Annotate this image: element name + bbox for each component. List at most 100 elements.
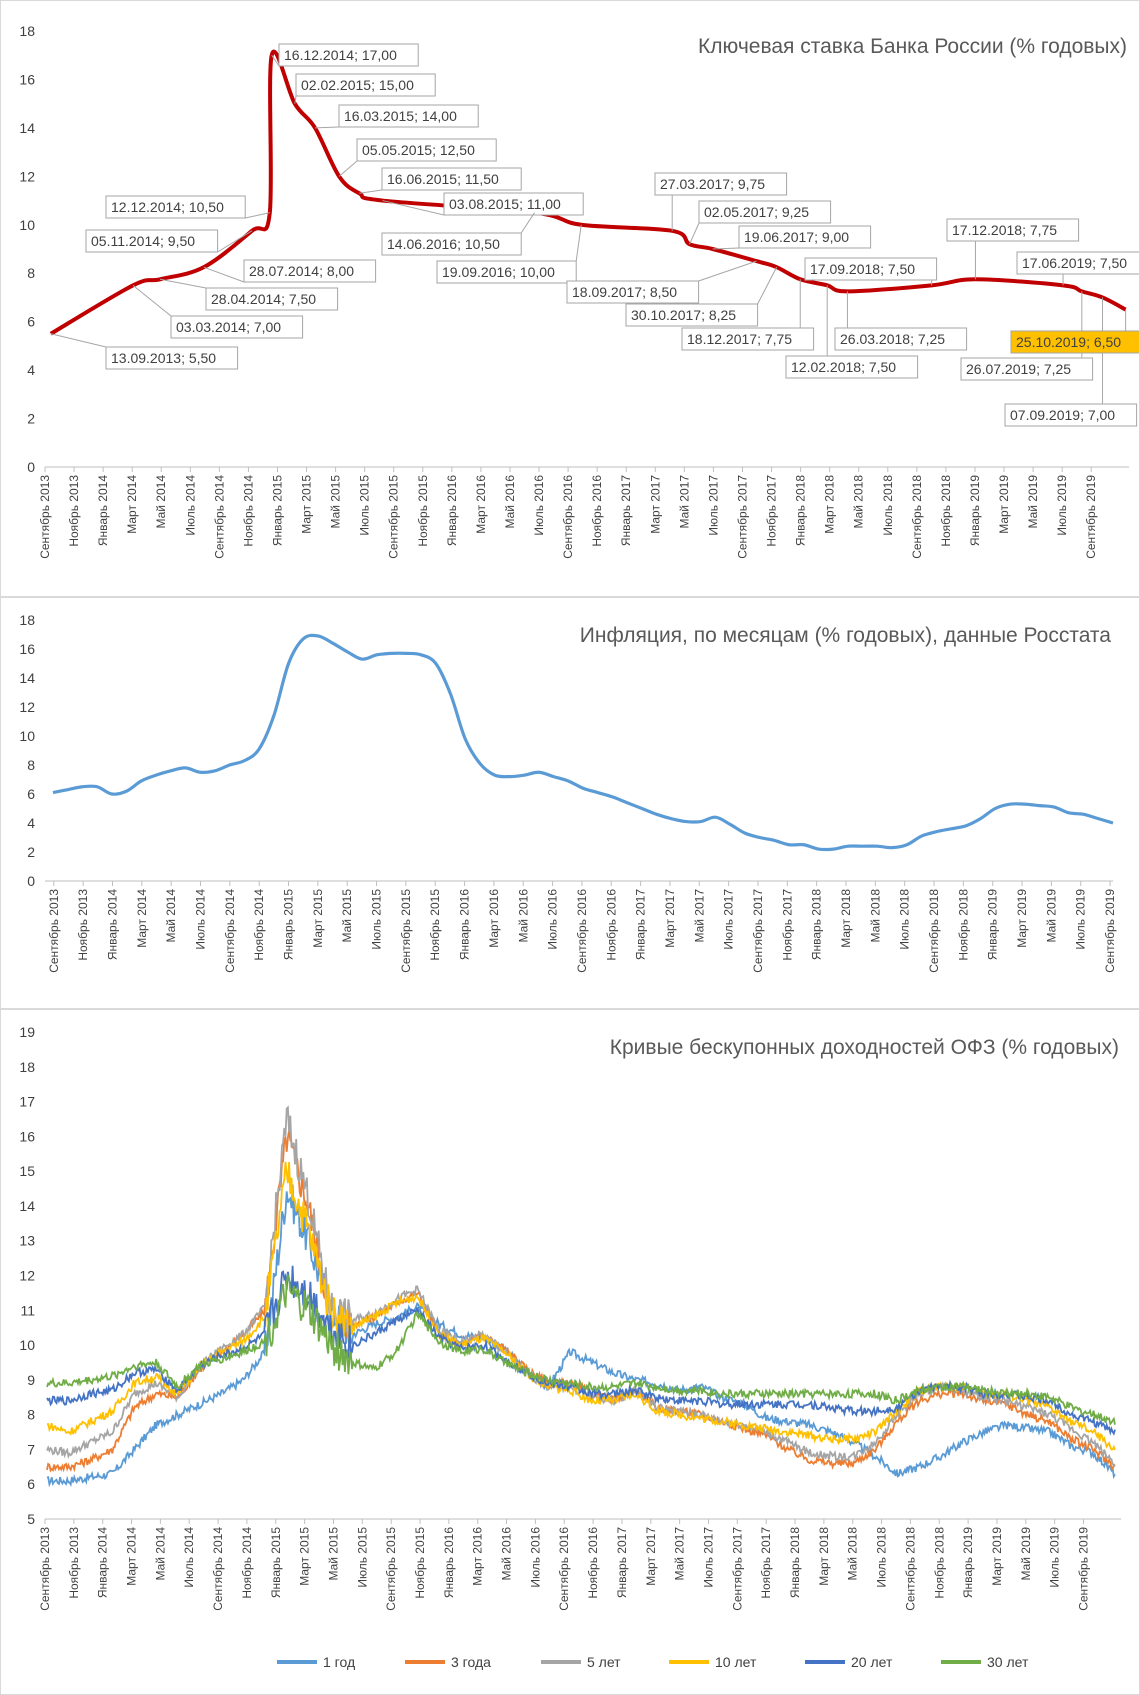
annotation-label: 05.05.2015; 12,50 xyxy=(362,142,475,158)
x-tick-label: Сентябрь 2018 xyxy=(903,1527,917,1611)
annotation-label: 27.03.2017; 9,75 xyxy=(660,176,765,192)
x-tick-label: Март 2017 xyxy=(663,889,677,948)
x-tick-label: Март 2014 xyxy=(135,889,149,948)
y-tick-label: 14 xyxy=(19,1198,35,1214)
x-tick-label: Май 2018 xyxy=(852,475,866,529)
annotation-box xyxy=(105,346,239,370)
x-tick-label: Сентябрь 2014 xyxy=(212,475,226,559)
annotation-box xyxy=(654,172,788,196)
y-tick-label: 4 xyxy=(27,815,35,831)
x-tick-label: Март 2018 xyxy=(817,1527,831,1586)
annotation-label: 30.10.2017; 8,25 xyxy=(631,307,736,323)
annotation-leader xyxy=(294,95,297,104)
x-tick-label: Июль 2016 xyxy=(528,1527,542,1588)
y-tick-label: 8 xyxy=(27,1407,35,1423)
x-tick-label: Июль 2015 xyxy=(358,475,372,536)
x-tick-label: Сентябрь 2019 xyxy=(1076,1527,1090,1611)
y-tick-label: 10 xyxy=(19,728,35,744)
annotation-label: 18.12.2017; 7,75 xyxy=(687,331,792,347)
y-tick-label: 11 xyxy=(20,1302,35,1318)
x-tick-label: Сентябрь 2018 xyxy=(910,475,924,559)
x-tick-label: Ноябрь 2017 xyxy=(765,475,779,547)
y-tick-label: 2 xyxy=(27,844,35,860)
annotation-label: 07.09.2019; 7,00 xyxy=(1010,407,1115,423)
x-tick-label: Май 2019 xyxy=(1019,1527,1033,1581)
x-tick-label: Июль 2017 xyxy=(722,889,736,950)
annotation-leader xyxy=(689,222,700,245)
x-tick-label: Ноябрь 2015 xyxy=(416,475,430,547)
x-tick-label: Январь 2015 xyxy=(269,1527,283,1598)
annotation-box xyxy=(436,260,577,284)
annotation-leader xyxy=(338,160,358,177)
annotation-box xyxy=(1010,330,1139,354)
x-tick-label: Май 2019 xyxy=(1044,889,1058,943)
x-tick-label: Июль 2019 xyxy=(1055,475,1069,536)
x-tick-label: Январь 2014 xyxy=(96,1527,110,1598)
annotation-label: 17.06.2019; 7,50 xyxy=(1022,255,1127,271)
x-tick-label: Ноябрь 2013 xyxy=(76,889,90,961)
x-tick-label: Сентябрь 2015 xyxy=(399,889,413,973)
annotation-label: 16.03.2015; 14,00 xyxy=(344,108,457,124)
x-tick-label: Март 2015 xyxy=(311,889,325,948)
y-tick-label: 8 xyxy=(27,265,35,281)
x-tick-label: Январь 2017 xyxy=(619,475,633,546)
x-tick-label: Сентябрь 2014 xyxy=(223,889,237,973)
annotation-leader xyxy=(382,200,445,216)
legend-label: 3 года xyxy=(451,1654,491,1670)
y-tick-label: 12 xyxy=(19,1268,35,1284)
annotation-label: 25.10.2019; 6,50 xyxy=(1016,334,1121,350)
x-tick-label: Июль 2018 xyxy=(898,889,912,950)
annotation-label: 16.12.2014; 17,00 xyxy=(284,47,397,63)
x-tick-label: Январь 2014 xyxy=(105,889,119,960)
x-tick-label: Май 2017 xyxy=(692,889,706,943)
x-tick-label: Январь 2016 xyxy=(458,889,472,960)
x-tick-label: Март 2018 xyxy=(823,475,837,534)
x-tick-label: Сентябрь 2014 xyxy=(211,1527,225,1611)
y-tick-label: 7 xyxy=(27,1441,35,1457)
annotation-label: 05.11.2014; 9,50 xyxy=(91,233,195,249)
annotation-leader xyxy=(757,266,778,305)
y-tick-label: 8 xyxy=(27,757,35,773)
x-tick-label: Ноябрь 2016 xyxy=(590,475,604,547)
x-tick-label: Май 2018 xyxy=(846,1527,860,1581)
x-tick-label: Июль 2017 xyxy=(701,1527,715,1588)
x-tick-label: Июль 2014 xyxy=(183,475,197,536)
y-tick-label: 5 xyxy=(27,1511,35,1527)
annotation-label: 12.12.2014; 10,50 xyxy=(111,199,224,215)
annotation-leader xyxy=(712,247,740,250)
annotation-box xyxy=(278,43,419,67)
x-tick-label: Сентябрь 2017 xyxy=(730,1527,744,1611)
annotation-box xyxy=(738,225,872,249)
annotation-leader xyxy=(359,189,383,194)
annotation-box xyxy=(834,327,968,351)
annotation-label: 03.03.2014; 7,00 xyxy=(176,319,281,335)
x-tick-label: Май 2018 xyxy=(868,889,882,943)
y-tick-label: 14 xyxy=(19,120,35,136)
x-tick-label: Январь 2017 xyxy=(634,889,648,960)
annotation-box xyxy=(1016,251,1139,275)
annotation-label: 03.08.2015; 11,00 xyxy=(449,196,561,212)
y-tick-label: 2 xyxy=(27,411,35,427)
x-tick-label: Март 2015 xyxy=(298,1527,312,1586)
annotation-box xyxy=(785,355,919,379)
x-tick-label: Июль 2019 xyxy=(1048,1527,1062,1588)
x-tick-label: Сентябрь 2016 xyxy=(561,475,575,559)
x-tick-label: Ноябрь 2013 xyxy=(67,1527,81,1599)
x-tick-label: Ноябрь 2016 xyxy=(586,1527,600,1599)
y-tick-label: 6 xyxy=(27,786,35,802)
x-tick-label: Июль 2014 xyxy=(182,1527,196,1588)
annotation-label: 13.09.2013; 5,50 xyxy=(111,350,216,366)
x-tick-label: Январь 2015 xyxy=(270,475,284,546)
x-tick-label: Март 2019 xyxy=(997,475,1011,534)
annotation-label: 28.04.2014; 7,50 xyxy=(211,291,316,307)
annotation-box xyxy=(205,287,339,311)
annotation-label: 17.09.2018; 7,50 xyxy=(810,261,915,277)
x-tick-label: Март 2019 xyxy=(990,1527,1004,1586)
x-tick-label: Март 2017 xyxy=(648,475,662,534)
x-tick-label: Март 2016 xyxy=(471,1527,485,1586)
annotation-label: 12.02.2018; 7,50 xyxy=(791,359,896,375)
annotation-box xyxy=(381,167,522,191)
x-tick-label: Ноябрь 2013 xyxy=(67,475,81,547)
x-tick-label: Май 2015 xyxy=(329,475,343,529)
y-tick-label: 10 xyxy=(19,1337,35,1353)
